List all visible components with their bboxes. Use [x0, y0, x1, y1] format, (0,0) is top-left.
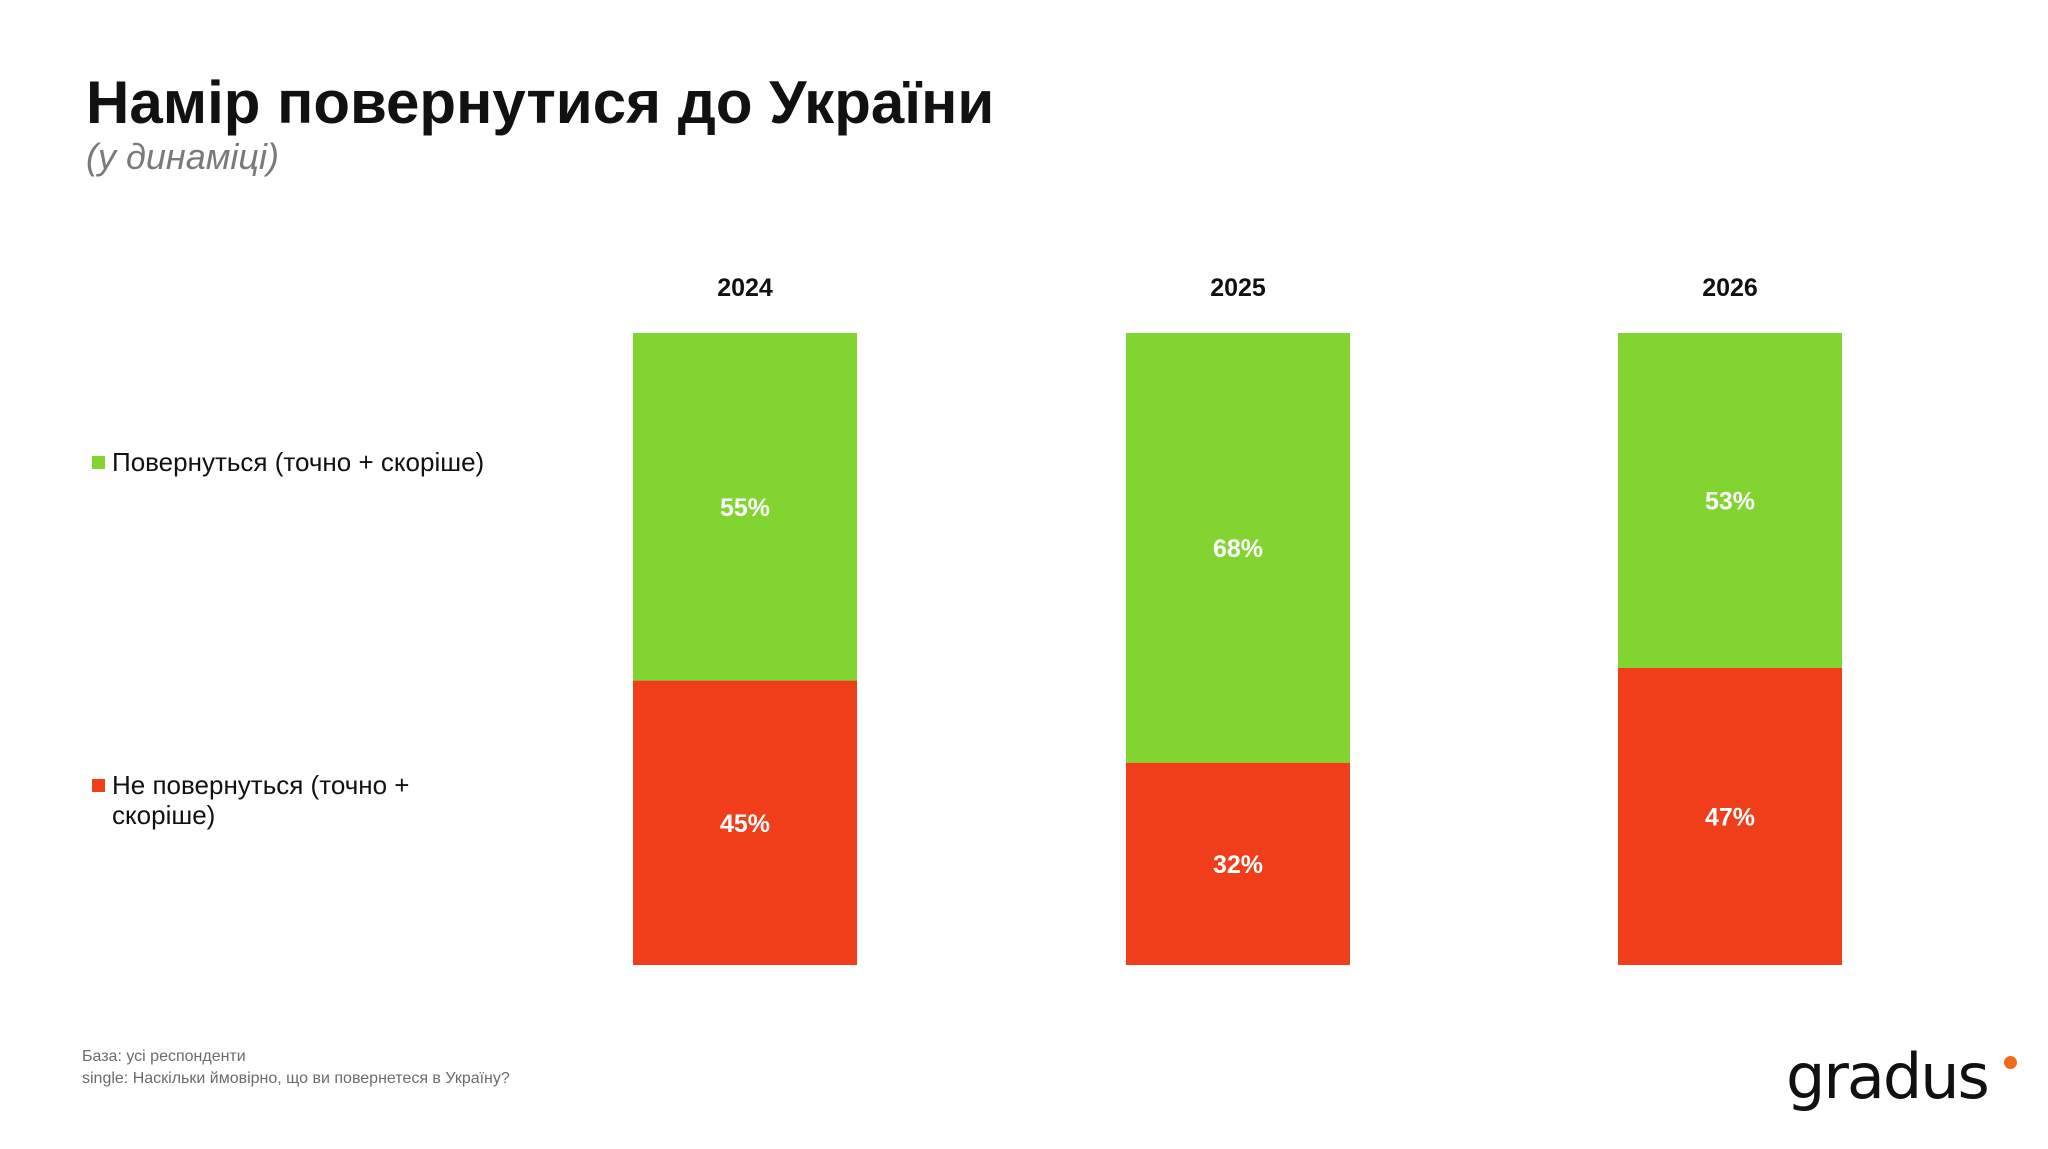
data-label-return-2024: 55% — [720, 494, 770, 522]
category-label-2025: 2025 — [1210, 274, 1266, 302]
bar-segment-return-2026 — [1618, 333, 1842, 668]
legend-swatch-return — [92, 456, 105, 469]
bar-segment-return-2024 — [633, 333, 857, 681]
bar-segment-not-return-2026 — [1618, 667, 1842, 965]
brand-logo: gradus — [1786, 1042, 2026, 1132]
page-subtitle: (у динаміці) — [86, 136, 279, 177]
footnote-base: База: усі респонденти — [82, 1048, 246, 1065]
data-label-return-2025: 68% — [1213, 535, 1263, 563]
legend-swatch-not-return — [92, 779, 105, 792]
data-label-not-return-2025: 32% — [1213, 851, 1263, 879]
footnote-question: single: Наскільки ймовірно, що ви поверн… — [82, 1070, 510, 1087]
legend-item-not-return: Не повернуться (точно + скоріше) — [92, 770, 432, 830]
legend-label-not-return: Не повернуться (точно + скоріше) — [112, 770, 410, 830]
page-title: Намір повернутися до України — [86, 69, 995, 136]
bar-segment-return-2025 — [1126, 333, 1350, 763]
logo-dot-icon — [2004, 1056, 2017, 1069]
legend-item-return: Повернуться (точно + скоріше) — [92, 447, 492, 477]
category-label-2026: 2026 — [1702, 274, 1758, 302]
legend-label-return: Повернуться (точно + скоріше) — [112, 447, 485, 477]
bar-segment-not-return-2025 — [1126, 762, 1350, 965]
data-label-return-2026: 53% — [1705, 487, 1755, 515]
category-label-2024: 2024 — [717, 274, 773, 302]
data-label-not-return-2026: 47% — [1705, 803, 1755, 831]
bar-segment-not-return-2024 — [633, 680, 857, 965]
logo-wordmark: gradus — [1786, 1040, 1990, 1113]
footnote: База: усі респонденти single: Наскільки … — [82, 1046, 510, 1090]
data-label-not-return-2024: 45% — [720, 810, 770, 838]
